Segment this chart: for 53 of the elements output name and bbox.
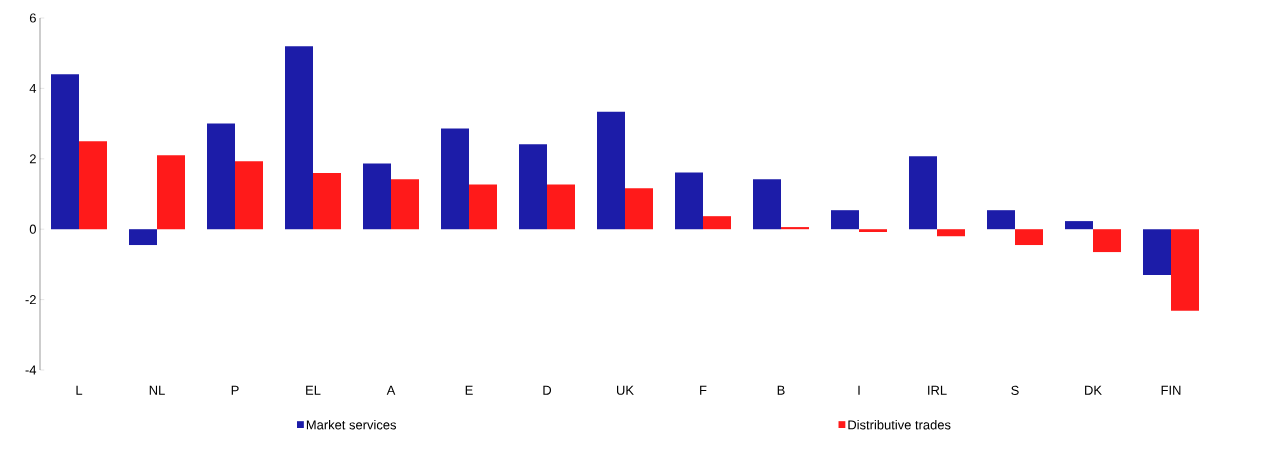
- x-tick-label: B: [777, 385, 785, 395]
- x-tick-label: E: [465, 385, 473, 395]
- bar: [1065, 221, 1093, 230]
- y-tick-label: 6: [29, 13, 36, 23]
- bar: [781, 227, 809, 230]
- bar: [469, 184, 497, 230]
- bar: [391, 179, 419, 230]
- x-tick-label: P: [231, 385, 239, 395]
- x-tick-label: I: [858, 385, 860, 395]
- y-tick-label: -4: [25, 365, 37, 375]
- bar: [909, 156, 937, 230]
- bar: [937, 229, 965, 237]
- bar: [285, 46, 313, 230]
- bar: [987, 210, 1015, 230]
- y-tick-label: 0: [29, 224, 36, 234]
- bar: [859, 229, 887, 233]
- y-tick-label: 4: [29, 83, 37, 93]
- bar: [675, 172, 703, 230]
- bar: [1093, 229, 1121, 253]
- legend-label: Market services: [306, 419, 397, 430]
- x-tick-label: NL: [149, 385, 165, 395]
- y-tick-label: -2: [25, 295, 36, 305]
- bar: [519, 144, 547, 230]
- x-tick-label: UK: [617, 385, 634, 395]
- x-tick-label: IRL: [928, 385, 947, 395]
- bar: [1015, 229, 1043, 246]
- x-tick-label: L: [76, 385, 83, 395]
- x-tick-label: EL: [306, 385, 321, 395]
- bar: [51, 74, 79, 230]
- x-tick-label: FIN: [1161, 385, 1181, 395]
- x-tick-label: A: [386, 385, 396, 395]
- bar: [235, 161, 263, 230]
- bar: [313, 172, 341, 230]
- bar: [547, 184, 575, 230]
- bar: [363, 163, 391, 230]
- x-tick-label: S: [1011, 385, 1019, 395]
- bar: [703, 216, 731, 230]
- bar: [597, 111, 625, 230]
- x-tick-label: F: [700, 385, 707, 395]
- x-tick-label: D: [543, 385, 552, 395]
- bar: [157, 155, 185, 230]
- bar: [1143, 229, 1171, 275]
- bar: [129, 229, 157, 246]
- legend-label: Distributive trades: [848, 419, 951, 430]
- bar: [753, 179, 781, 230]
- bar: [207, 123, 235, 230]
- bar: [831, 210, 859, 230]
- bar: [1171, 229, 1199, 311]
- bar: [79, 141, 107, 230]
- x-tick-label: DK: [1085, 385, 1102, 395]
- bar: [441, 128, 469, 230]
- y-tick-label: 2: [29, 154, 36, 164]
- bar: [625, 188, 653, 230]
